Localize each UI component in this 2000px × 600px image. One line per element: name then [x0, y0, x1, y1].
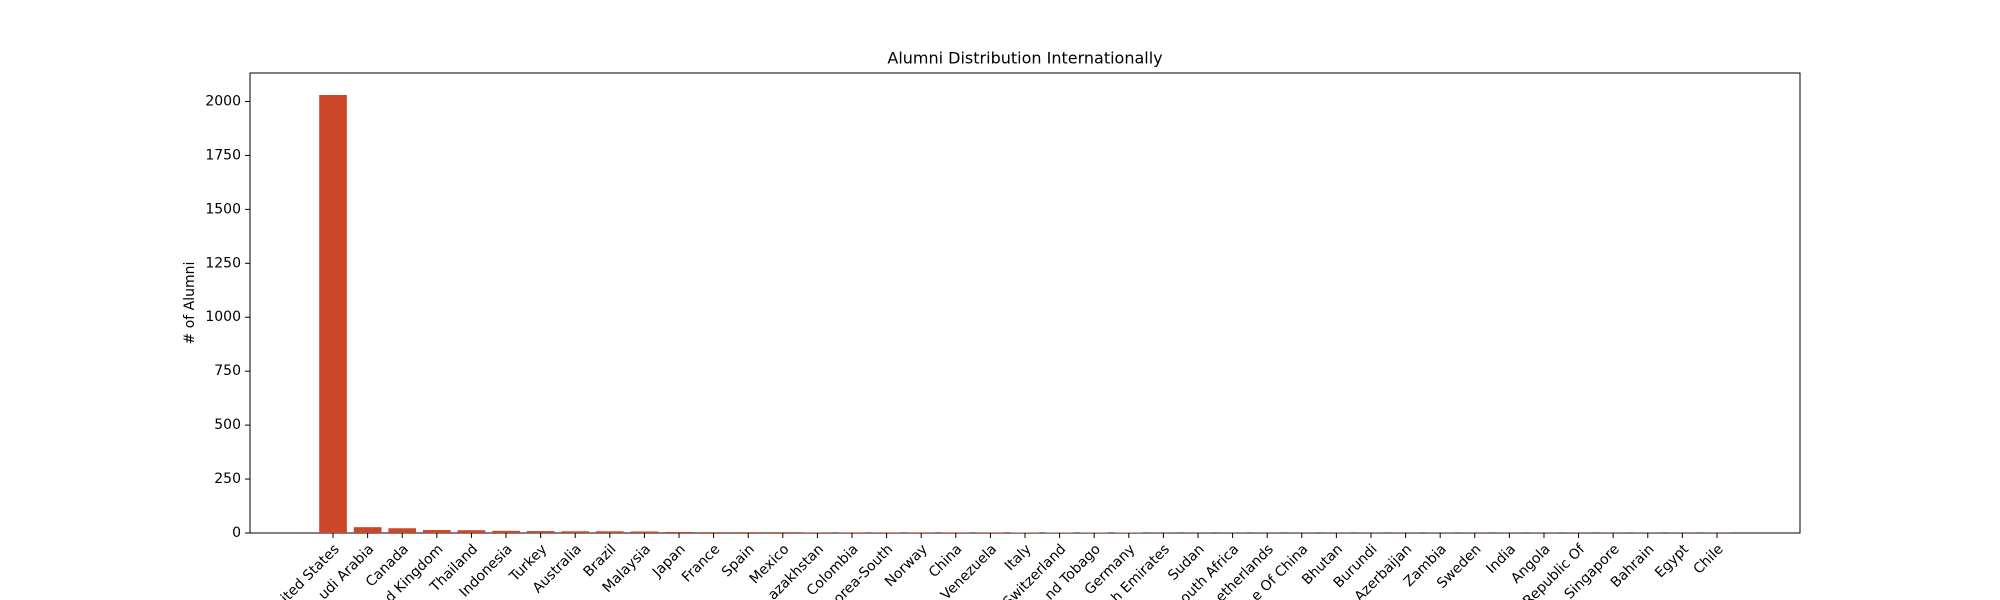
- bar: [319, 95, 347, 533]
- bar: [872, 532, 901, 533]
- y-axis-label: # of Alumni: [182, 262, 198, 345]
- y-tick-label: 250: [214, 471, 241, 487]
- y-tick-label: 500: [214, 417, 241, 433]
- y-tick-label: 750: [214, 363, 241, 379]
- y-tick-label: 1750: [205, 147, 241, 163]
- y-tick-label: 1000: [205, 309, 241, 325]
- bar: [941, 532, 970, 533]
- bar: [388, 528, 417, 533]
- y-tick-label: 0: [232, 525, 241, 541]
- bar: [803, 532, 832, 533]
- bar: [665, 531, 693, 533]
- x-tick-label: France: [679, 541, 723, 585]
- plot-frame: [249, 72, 1801, 534]
- bar: [422, 529, 451, 533]
- bar: [492, 530, 520, 533]
- bar: [526, 531, 555, 533]
- bar: [561, 531, 590, 533]
- bar: [595, 531, 624, 533]
- x-tick-label: Egypt: [1652, 541, 1692, 581]
- bar: [699, 532, 728, 533]
- bar: [630, 531, 659, 533]
- bar: [457, 530, 486, 533]
- y-tick-label: 2000: [205, 93, 241, 109]
- x-tick-label: Chile: [1691, 541, 1727, 577]
- y-tick-label: 1250: [205, 255, 241, 271]
- bar: [838, 532, 866, 533]
- bar: [768, 532, 797, 533]
- chart-title: Alumni Distribution Internationally: [887, 49, 1162, 68]
- bar: [976, 532, 1005, 533]
- bar: [353, 527, 382, 533]
- bar: [734, 532, 763, 533]
- y-tick-label: 1500: [205, 201, 241, 217]
- bar: [907, 532, 936, 533]
